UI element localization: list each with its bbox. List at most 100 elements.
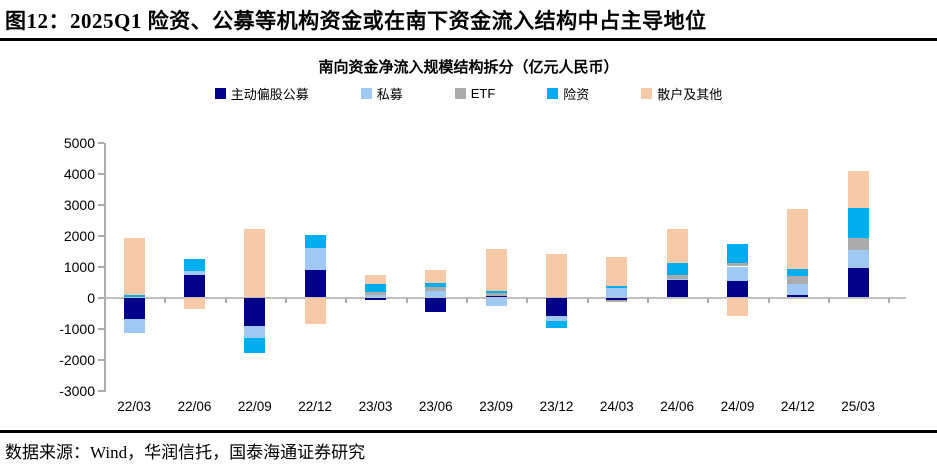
legend-swatch bbox=[547, 88, 559, 99]
y-axis-tick bbox=[98, 234, 104, 237]
y-axis-tick bbox=[98, 296, 104, 299]
x-axis-tick bbox=[284, 298, 287, 303]
bar-segment bbox=[123, 297, 145, 320]
legend-item: 私募 bbox=[360, 84, 403, 103]
bar-segment bbox=[244, 228, 266, 298]
x-axis-tick bbox=[465, 298, 468, 303]
x-category-label: 22/12 bbox=[298, 399, 333, 414]
bar-segment bbox=[847, 237, 869, 250]
bar-segment bbox=[606, 300, 628, 303]
x-category-label: 23/03 bbox=[358, 399, 393, 414]
y-axis-tick bbox=[98, 327, 104, 330]
y-axis-tick-label: 3000 bbox=[63, 196, 95, 213]
bar-segment bbox=[485, 293, 507, 296]
bar-segment bbox=[726, 281, 748, 298]
x-category-label: 25/03 bbox=[841, 399, 876, 414]
legend-swatch bbox=[641, 88, 653, 99]
y-axis-tick-label: 0 bbox=[87, 289, 95, 306]
y-axis-tick bbox=[98, 172, 104, 175]
bar-segment bbox=[304, 234, 326, 248]
y-axis-tick-label: 4000 bbox=[63, 165, 95, 182]
bar-segment bbox=[726, 297, 748, 316]
bar-segment bbox=[606, 285, 628, 289]
legend-label: 主动偏股公募 bbox=[230, 87, 309, 102]
x-axis-tick bbox=[888, 298, 891, 303]
bar-segment bbox=[606, 297, 628, 301]
bar-segment bbox=[666, 229, 688, 263]
bar-segment bbox=[666, 280, 688, 298]
y-axis-tick bbox=[98, 358, 104, 361]
bar-segment bbox=[485, 249, 507, 291]
bar-segment bbox=[244, 326, 266, 339]
x-axis-tick bbox=[405, 298, 408, 303]
bar-segment bbox=[123, 237, 145, 295]
bar-segment bbox=[425, 282, 447, 287]
legend-item: 散户及其他 bbox=[641, 84, 722, 103]
x-axis-tick bbox=[224, 298, 227, 303]
legend-label: 私募 bbox=[376, 87, 403, 102]
legend-item: 主动偏股公募 bbox=[214, 84, 309, 103]
x-axis-tick bbox=[767, 298, 770, 303]
bar-segment bbox=[787, 268, 809, 277]
bar-segment bbox=[304, 297, 326, 324]
bar-segment bbox=[545, 297, 567, 316]
bar-segment bbox=[606, 288, 628, 298]
bar-segment bbox=[545, 320, 567, 329]
bar-segment bbox=[304, 247, 326, 270]
y-axis-tick bbox=[98, 141, 104, 144]
x-category-label: 24/09 bbox=[720, 399, 755, 414]
bar-segment bbox=[606, 257, 628, 286]
bar-segment bbox=[183, 259, 205, 271]
y-axis-tick bbox=[98, 265, 104, 268]
x-category-label: 22/06 bbox=[177, 399, 212, 414]
footer-divider-line bbox=[0, 430, 937, 433]
bar-segment bbox=[485, 290, 507, 294]
bar-segment bbox=[364, 284, 386, 292]
legend-item: 险资 bbox=[547, 84, 589, 103]
x-axis-tick bbox=[586, 298, 589, 303]
bar-segment bbox=[183, 274, 205, 298]
bar-segment bbox=[847, 249, 869, 269]
bar-segment bbox=[787, 283, 809, 296]
bar-segment bbox=[364, 291, 386, 295]
y-axis-tick-label: 5000 bbox=[63, 134, 95, 151]
bar-segment bbox=[183, 270, 205, 275]
bar-segment bbox=[425, 286, 447, 291]
bar-segment bbox=[666, 274, 688, 279]
x-category-label: 22/03 bbox=[117, 399, 152, 414]
bar-segment bbox=[364, 275, 386, 285]
x-axis-tick bbox=[164, 298, 167, 303]
x-category-label: 24/03 bbox=[599, 399, 634, 414]
bar-segment bbox=[244, 338, 266, 354]
x-category-label: 23/06 bbox=[418, 399, 453, 414]
x-category-label: 23/09 bbox=[479, 399, 514, 414]
plot-area: 5000 4000 3000 2000 1000 0 -1000 -2000 -3000 22/0… bbox=[0, 130, 937, 440]
bar-segment bbox=[847, 171, 869, 208]
x-axis-tick bbox=[526, 298, 529, 303]
y-axis-tick bbox=[98, 389, 104, 392]
bar-segment bbox=[666, 262, 688, 275]
x-axis-tick bbox=[646, 298, 649, 303]
bar-segment bbox=[545, 315, 567, 321]
x-category-label: 24/12 bbox=[780, 399, 815, 414]
bar-segment bbox=[545, 254, 567, 298]
bar-segment bbox=[726, 263, 748, 267]
y-axis-tick bbox=[98, 203, 104, 206]
legend-swatch bbox=[214, 88, 226, 99]
bar-segment bbox=[485, 297, 507, 307]
figure-title: 图12：2025Q1 险资、公募等机构资金或在南下资金流入结构中占主导地位 bbox=[5, 9, 707, 33]
y-axis-tick-label: -2000 bbox=[59, 351, 95, 368]
legend-item: ETF bbox=[454, 86, 496, 101]
bar-segment bbox=[726, 266, 748, 282]
bar-segment bbox=[666, 278, 688, 281]
bar-segment bbox=[425, 297, 447, 313]
bar-segment bbox=[787, 295, 809, 298]
legend-label: ETF bbox=[470, 86, 496, 101]
x-category-label: 22/09 bbox=[237, 399, 272, 414]
bar-segment bbox=[787, 276, 809, 284]
bar-segment bbox=[123, 295, 145, 298]
legend-label: 险资 bbox=[563, 87, 590, 102]
y-axis-tick-label: -1000 bbox=[59, 320, 95, 337]
bar-segment bbox=[364, 297, 386, 301]
